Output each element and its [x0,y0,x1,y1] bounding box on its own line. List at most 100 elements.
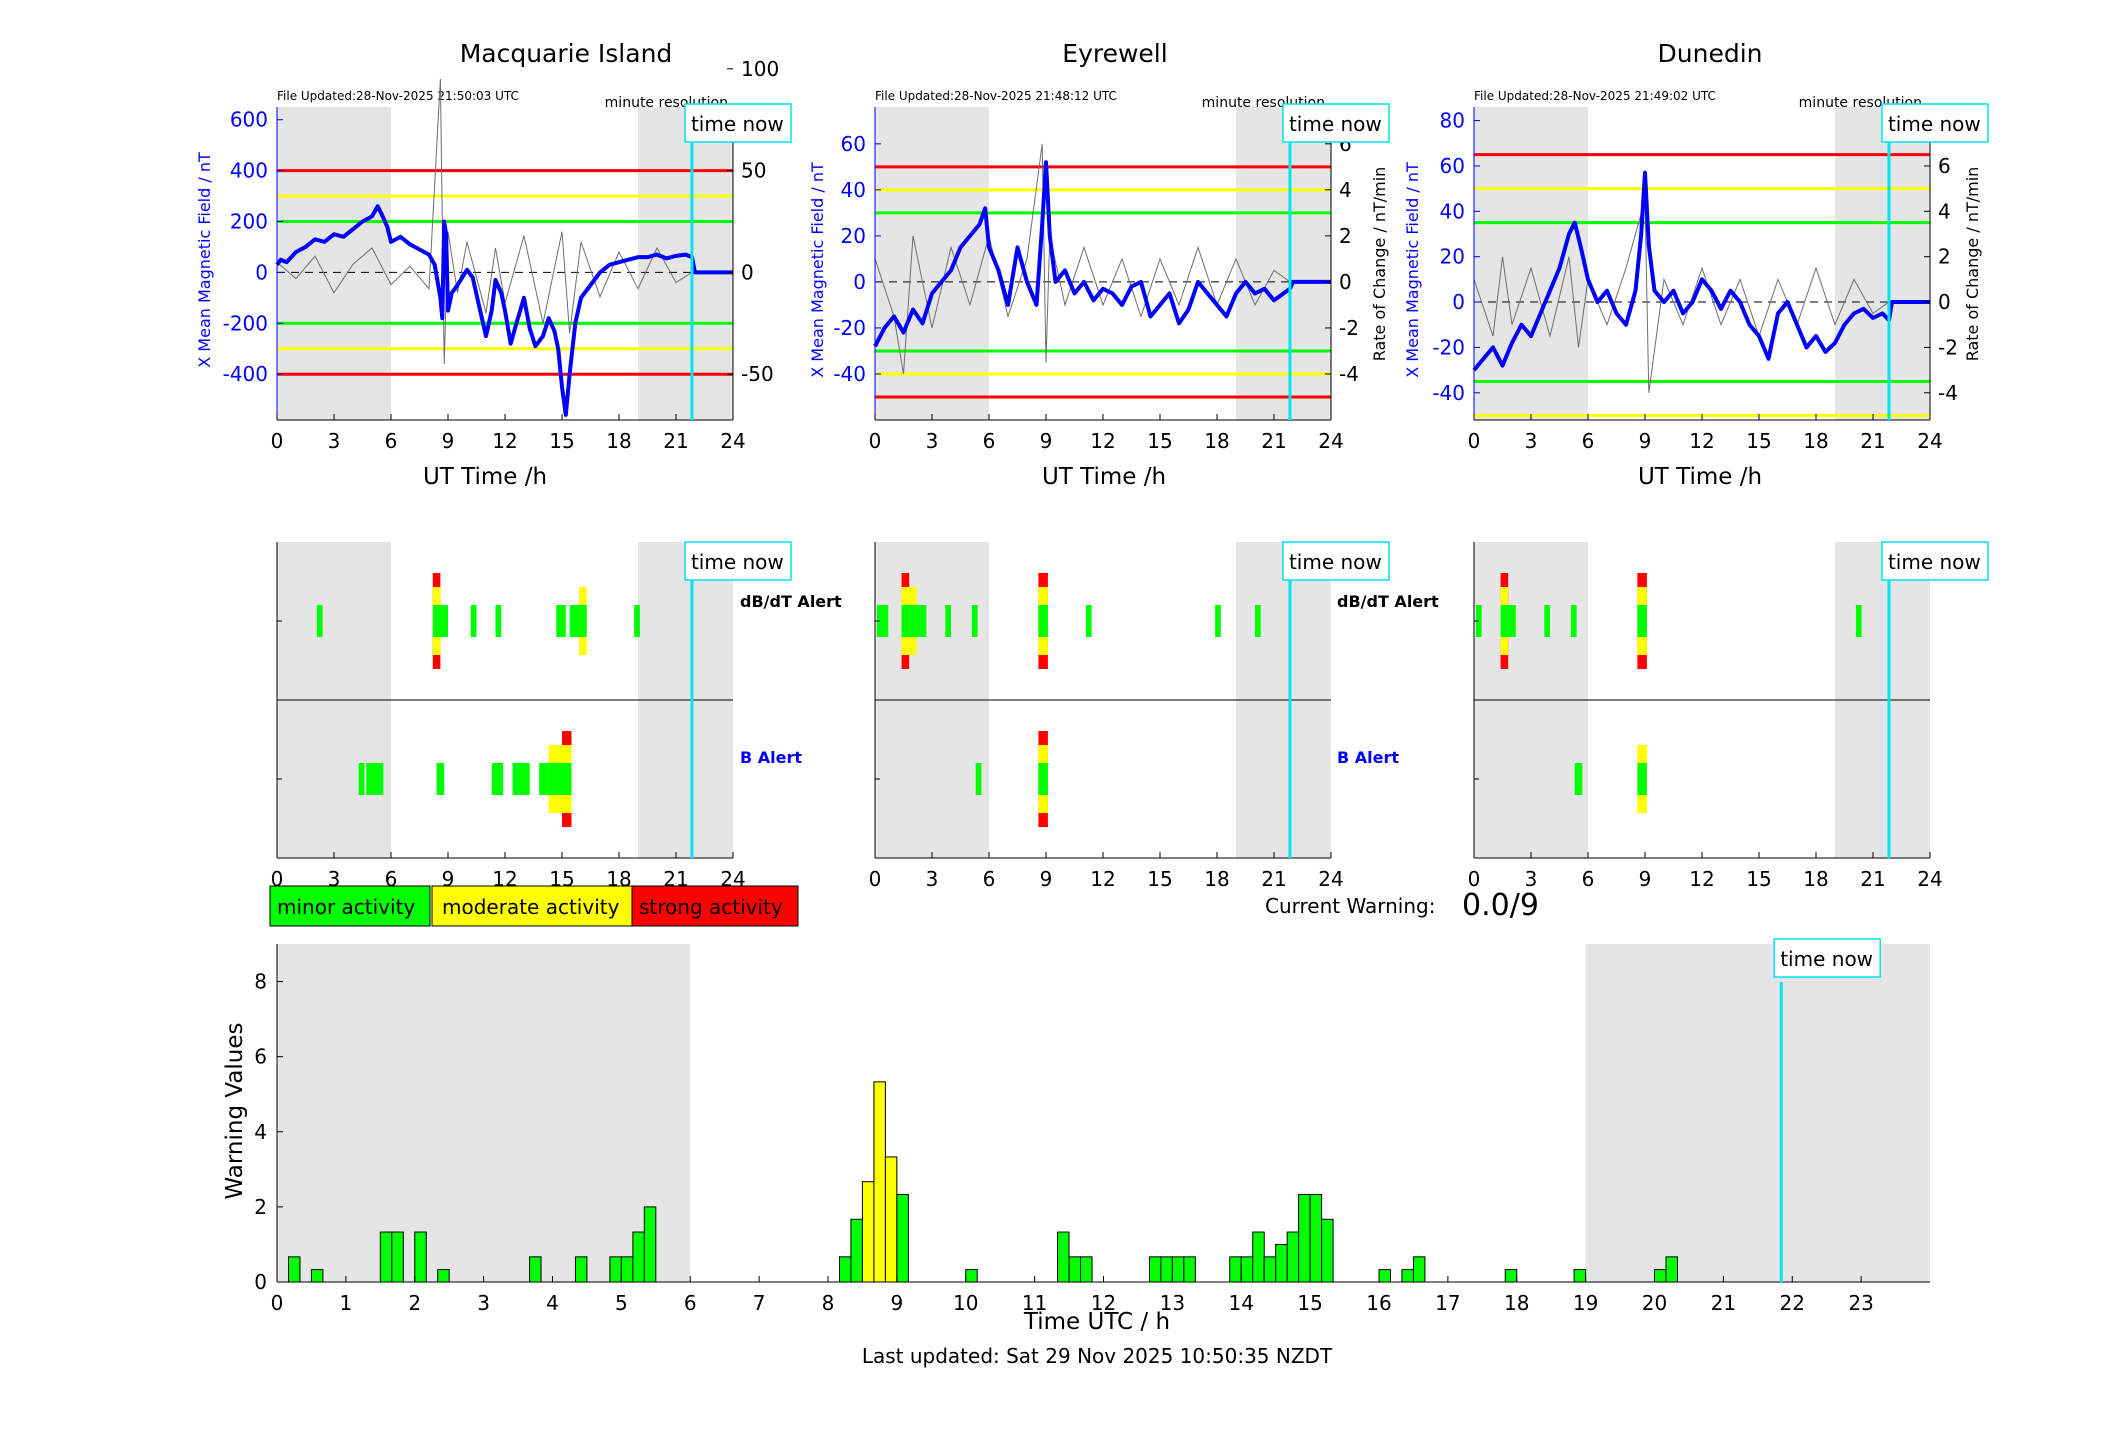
warning-bar [529,1256,542,1283]
x-tick-label: 3 [477,1291,490,1315]
y-tick-label: 4 [254,1120,267,1144]
x-tick-label: 13 [1160,1291,1185,1315]
time-now-box [1282,541,1390,581]
warning-bar [965,1269,978,1283]
time-now-label: time now [691,550,784,574]
b-alert-label: B Alert [1337,748,1399,767]
x-tick-label: 9 [1639,867,1652,891]
shade-period [277,944,691,1282]
shade-period [1585,944,1930,1282]
dbdt-alert-bar-minor [1508,605,1516,637]
b-alert-bar-minor [436,763,445,795]
x-tick-label: 0 [271,1291,284,1315]
x-tick-label: 6 [1582,867,1595,891]
y-right-tick-label: 6 [1938,154,1951,178]
legend-minor-label: minor activity [277,895,415,919]
alert-plot-eyrewell: dB/dT Alert B Alert 0 3 6 9 12 15 18 21 24 time n… [869,541,1439,891]
x-axis-label: Time UTC / h [1023,1309,1170,1335]
b-alert-bar-minor [491,763,504,795]
x-tick-label: 15 [549,429,574,453]
y-right-tick-label: 100 [741,57,779,81]
x-tick-label: 0 [1468,867,1481,891]
y-tick-label: 6 [254,1045,267,1069]
magnetic-field-series [1472,170,1930,372]
x-tick-label: 4 [546,1291,559,1315]
y-right-tick-label: -4 [1339,362,1359,386]
x-tick-label: 12 [492,429,517,453]
y-axis-left-label: X Mean Magnetic Field / nT [195,152,214,368]
x-tick-label: 6 [983,429,996,453]
warning-bar [1412,1256,1426,1283]
warning-bar [896,1193,909,1283]
x-tick-label: 18 [1803,867,1828,891]
x-tick-label: 15 [1746,429,1771,453]
x-tick-label: 11 [1022,1291,1047,1315]
y-right-tick-label: -50 [741,362,774,386]
warning-bar [1654,1269,1667,1283]
warning-bar [379,1231,393,1283]
time-now-box [1282,103,1390,143]
y-right-tick-label: 0 [1938,290,1951,314]
y-right-tick-label: 0 [1339,270,1352,294]
dbdt-alert-bar-minor [316,605,323,637]
y-right-tick-label: 50 [741,159,766,183]
x-tick-label: 16 [1366,1291,1391,1315]
x-axis-label: UT Time /h [423,464,547,490]
dbdt-alert-bar-minor [432,605,441,637]
time-now-label: time now [1888,112,1981,136]
x-tick-label: 21 [1261,429,1286,453]
warning-bar [632,1231,645,1283]
time-now-label: time now [1888,550,1981,574]
warning-bar [1068,1256,1082,1283]
warning-values-histogram: Time UTC / h Warning Values 0 1 2 3 4 5 6 7 8 9 10… [222,938,1930,1335]
magnetic-field-series [873,160,1331,348]
dbdt-alert-bar-minor [634,605,640,637]
x-tick-label: 24 [720,429,745,453]
warning-bar [437,1269,450,1283]
x-tick-label: 18 [1504,1291,1529,1315]
x-tick-label: 15 [1147,867,1172,891]
x-tick-label: 24 [1917,429,1942,453]
b-alert-label: B Alert [740,748,802,767]
y-tick-label: 2 [254,1195,267,1219]
warning-bar [310,1269,324,1283]
x-tick-label: 7 [753,1291,766,1315]
x-tick-label: 21 [1860,429,1885,453]
y-right-tick-label: 2 [1339,224,1352,248]
x-tick-label: 24 [1318,429,1343,453]
dbdt-alert-bar-minor [945,605,951,637]
b-alert-bar-minor [539,763,549,795]
warning-bar [643,1206,657,1283]
x-tick-label: 24 [1917,867,1942,891]
x-tick-label: 15 [1746,867,1771,891]
warning-bar [1183,1256,1196,1283]
time-now-label: time now [1289,112,1382,136]
y-left-tick-label: 40 [841,178,866,202]
x-tick-label: 3 [328,867,341,891]
x-tick-label: 12 [1090,429,1115,453]
warning-bar [414,1231,427,1283]
x-tick-label: 18 [1803,429,1828,453]
file-updated-label: File Updated:28-Nov-2025 21:49:02 UTC [1474,89,1716,103]
legend-moderate-label: moderate activity [442,895,620,919]
dbdt-alert-bar-minor [579,605,587,637]
warning-bar [1057,1231,1070,1283]
y-left-tick-label: 20 [841,224,866,248]
dbdt-alert-bar-minor [916,605,927,637]
dbdt-alert-bar-minor [495,605,502,637]
rate-of-change-series [276,78,693,365]
dbdt-alert-bar-minor [876,605,889,637]
time-now-box [684,541,792,581]
x-tick-label: 6 [385,429,398,453]
warning-bar [1401,1269,1414,1283]
x-tick-label: 14 [1229,1291,1254,1315]
current-warning-label: Current Warning: [1265,894,1435,918]
x-tick-label: 6 [385,867,398,891]
plot-title: Eyrewell [1062,39,1167,68]
warning-bar [288,1256,301,1283]
y-left-tick-label: 600 [230,108,268,132]
warning-bar [1321,1218,1334,1283]
y-left-tick-label: 0 [255,260,268,284]
dbdt-alert-bar-minor [1570,605,1577,637]
